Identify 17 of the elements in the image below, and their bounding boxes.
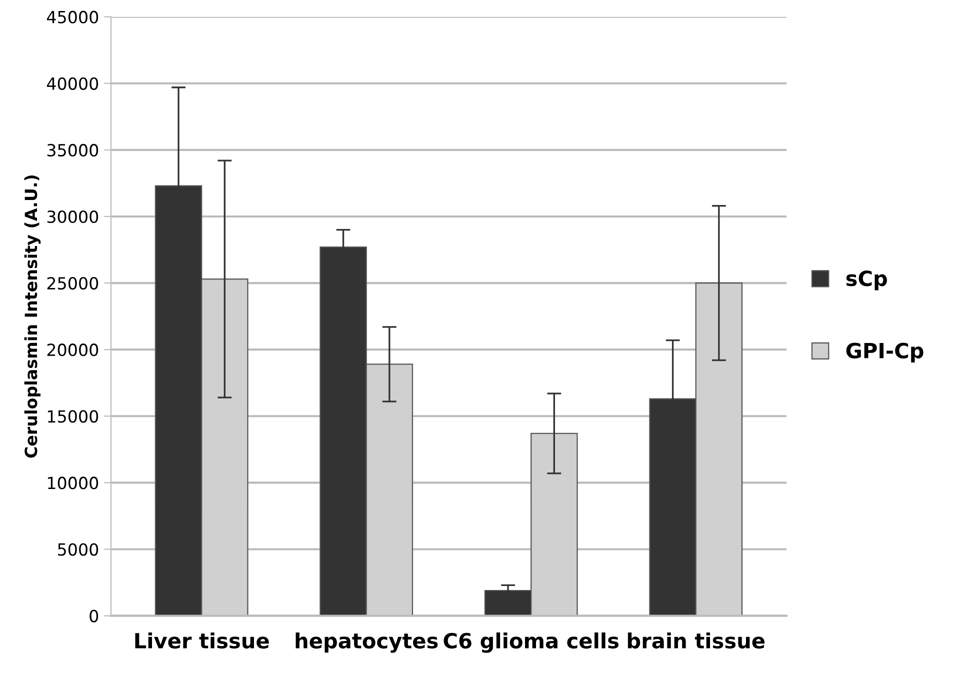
- y-tick-label: 15000: [48, 410, 98, 423]
- y-tick-label: 45000: [46, 10, 98, 24]
- y-tick-label: 5000: [58, 543, 98, 556]
- legend-label: GPI-Cp: [846, 342, 924, 363]
- y-tick-label: 10000: [48, 476, 98, 490]
- y-tick-label: 40000: [46, 77, 98, 90]
- x-tick-label: brain tissue: [628, 632, 765, 649]
- y-axis-title: Ceruloplasmin Intensity (A.U.): [24, 176, 41, 458]
- y-tick-label: 25000: [47, 276, 98, 290]
- y-tick-label: 30000: [47, 210, 98, 224]
- y-tick-label: 0: [90, 610, 98, 622]
- legend-label: sCp: [846, 270, 887, 290]
- y-tick-label: 35000: [47, 144, 98, 156]
- x-tick-label: C6 glioma cells: [444, 632, 618, 653]
- x-tick-label: Liver tissue: [135, 632, 269, 649]
- x-tick-label: hepatocytes: [296, 632, 438, 653]
- y-tick-label: 20000: [47, 344, 98, 356]
